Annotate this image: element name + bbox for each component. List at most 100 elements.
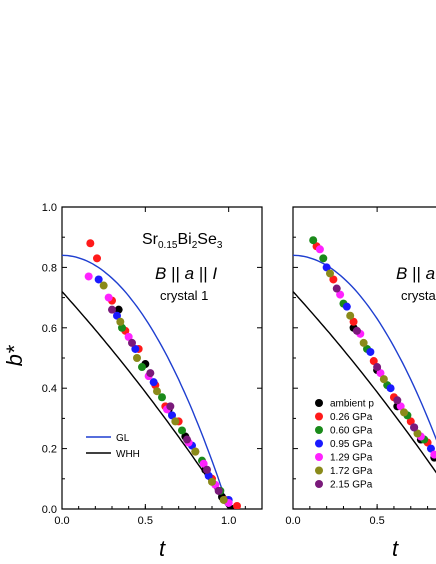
y-axis-title: b*: [2, 344, 27, 366]
data-point: [349, 317, 358, 326]
panel-left: 0.0 0.2 0.4 0.6 0.8 1.0 0.0 0.5 1.0: [42, 202, 263, 527]
data-point: [410, 423, 419, 432]
data-point: [326, 269, 335, 278]
data-point: [168, 411, 176, 420]
y-tick-label: 0.0: [42, 504, 57, 516]
legend-label: 0.95 GPa: [330, 439, 373, 450]
data-point: [153, 387, 161, 396]
data-point: [131, 344, 140, 353]
data-point: [116, 317, 125, 326]
data-point: [128, 338, 136, 347]
legend-marker: [315, 399, 323, 407]
data-point: [233, 501, 241, 509]
data-point: [99, 281, 108, 290]
x-axis-title-right: t: [392, 536, 399, 561]
legend-marker: [315, 412, 323, 421]
data-point: [204, 471, 213, 480]
data-point: [376, 369, 385, 378]
data-point: [336, 290, 345, 299]
data-point: [158, 393, 166, 402]
data-point: [199, 459, 208, 468]
data-point: [315, 245, 324, 254]
data-point: [166, 402, 175, 411]
data-point: [86, 239, 95, 248]
y-tick-label: 0.2: [42, 444, 57, 456]
data-point: [108, 305, 116, 314]
data-point: [373, 363, 382, 372]
data-point: [329, 275, 338, 284]
y-tick-label: 0.4: [42, 383, 57, 395]
x-axis-title-left: t: [159, 536, 166, 561]
data-point: [94, 275, 103, 284]
curve-gl: [62, 254, 230, 509]
data-point: [366, 347, 375, 356]
plot-frame: [61, 206, 263, 510]
x-tick-label: 0.5: [138, 515, 153, 527]
y-tick-label: 0.6: [42, 323, 57, 335]
data-point: [171, 417, 180, 426]
data-point: [393, 396, 402, 405]
x-tick-label: 1.0: [221, 515, 236, 527]
compound-label: Sr0.15Bi2Se3: [142, 231, 223, 251]
sample-label-right: crysta: [401, 288, 436, 303]
legend-marker: [315, 466, 323, 475]
legend-marker: [315, 480, 323, 488]
data-point: [183, 435, 191, 444]
data-point: [346, 311, 355, 320]
data-point: [149, 378, 158, 387]
orientation-label-right: B || a: [396, 264, 435, 283]
data-point: [309, 236, 318, 245]
legend-marker: [315, 426, 323, 434]
curve-whh: [62, 291, 230, 509]
data-point: [214, 486, 223, 495]
legend-label: 1.29 GPa: [330, 453, 373, 464]
data-point: [396, 402, 405, 411]
orientation-label-left: B || a || I: [155, 264, 217, 283]
legend-marker: [315, 453, 323, 461]
x-tick-label: 0.0: [285, 515, 300, 527]
legend-left: GL WHH: [86, 433, 140, 460]
data-point: [400, 408, 409, 417]
data-point: [138, 363, 146, 372]
legend-label: ambient p: [330, 399, 374, 410]
data-point: [322, 263, 331, 272]
data-point: [352, 326, 361, 335]
data-point: [319, 254, 328, 263]
sample-label-left: crystal 1: [160, 288, 208, 303]
legend-label: 0.60 GPa: [330, 426, 373, 437]
data-point: [430, 450, 436, 459]
data-point: [379, 375, 388, 384]
data-point: [342, 302, 351, 311]
panel-right: 0.0 0.5: [285, 206, 436, 527]
data-point: [406, 417, 415, 426]
plot-frame: [292, 206, 436, 510]
data-point: [133, 354, 141, 362]
data-point: [118, 323, 126, 332]
data-point: [114, 305, 123, 314]
curve-gl: [293, 254, 436, 441]
data-point: [124, 332, 133, 341]
x-tick-label: 0.0: [54, 515, 69, 527]
data-point: [84, 272, 93, 281]
legend-label: GL: [116, 433, 130, 444]
y-tick-label: 1.0: [42, 202, 57, 214]
curve-whh: [293, 291, 436, 474]
data-point: [146, 369, 155, 378]
data-point: [413, 429, 422, 438]
data-point: [219, 495, 228, 504]
data-point: [426, 444, 435, 453]
data-point: [203, 465, 211, 474]
data-point: [93, 254, 101, 263]
legend-right: ambient p 0.26 GPa 0.60 GPa 0.95 GPa 1.29 GP…: [315, 399, 374, 491]
data-point: [104, 293, 113, 302]
legend-label: 0.26 GPa: [330, 412, 373, 423]
data-point: [191, 447, 200, 456]
data-point: [369, 357, 378, 366]
data-point: [113, 311, 121, 320]
x-tick-label: 0.5: [369, 515, 384, 527]
legend-label: WHH: [116, 449, 140, 460]
data-point: [178, 426, 186, 435]
data-point: [208, 477, 216, 486]
legend-label: 1.72 GPa: [330, 466, 373, 477]
